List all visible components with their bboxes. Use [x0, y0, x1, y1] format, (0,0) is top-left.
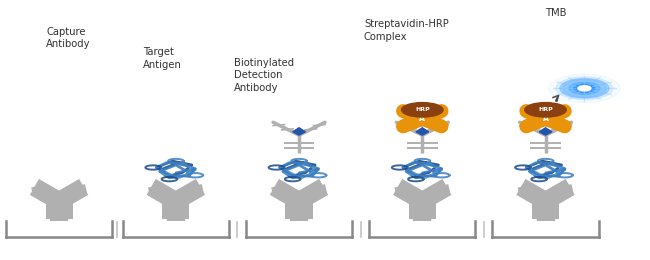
- Circle shape: [556, 77, 613, 100]
- Text: Streptavidin-HRP
Complex: Streptavidin-HRP Complex: [364, 19, 448, 42]
- Circle shape: [560, 79, 609, 98]
- Ellipse shape: [402, 103, 443, 117]
- Circle shape: [569, 82, 600, 95]
- Text: A: A: [543, 114, 549, 123]
- Text: HRP: HRP: [538, 107, 553, 112]
- Ellipse shape: [525, 103, 566, 117]
- Polygon shape: [540, 128, 552, 135]
- Text: Biotinylated
Detection
Antibody: Biotinylated Detection Antibody: [234, 57, 294, 93]
- Circle shape: [549, 74, 620, 103]
- Text: HRP: HRP: [415, 107, 430, 112]
- Text: Target
Antigen: Target Antigen: [144, 47, 182, 70]
- Circle shape: [562, 80, 606, 97]
- Text: Capture
Antibody: Capture Antibody: [46, 27, 90, 49]
- Circle shape: [578, 86, 591, 91]
- Circle shape: [574, 84, 595, 93]
- Polygon shape: [416, 128, 428, 135]
- Text: TMB: TMB: [545, 9, 567, 18]
- Polygon shape: [292, 128, 306, 135]
- Text: A: A: [419, 114, 425, 123]
